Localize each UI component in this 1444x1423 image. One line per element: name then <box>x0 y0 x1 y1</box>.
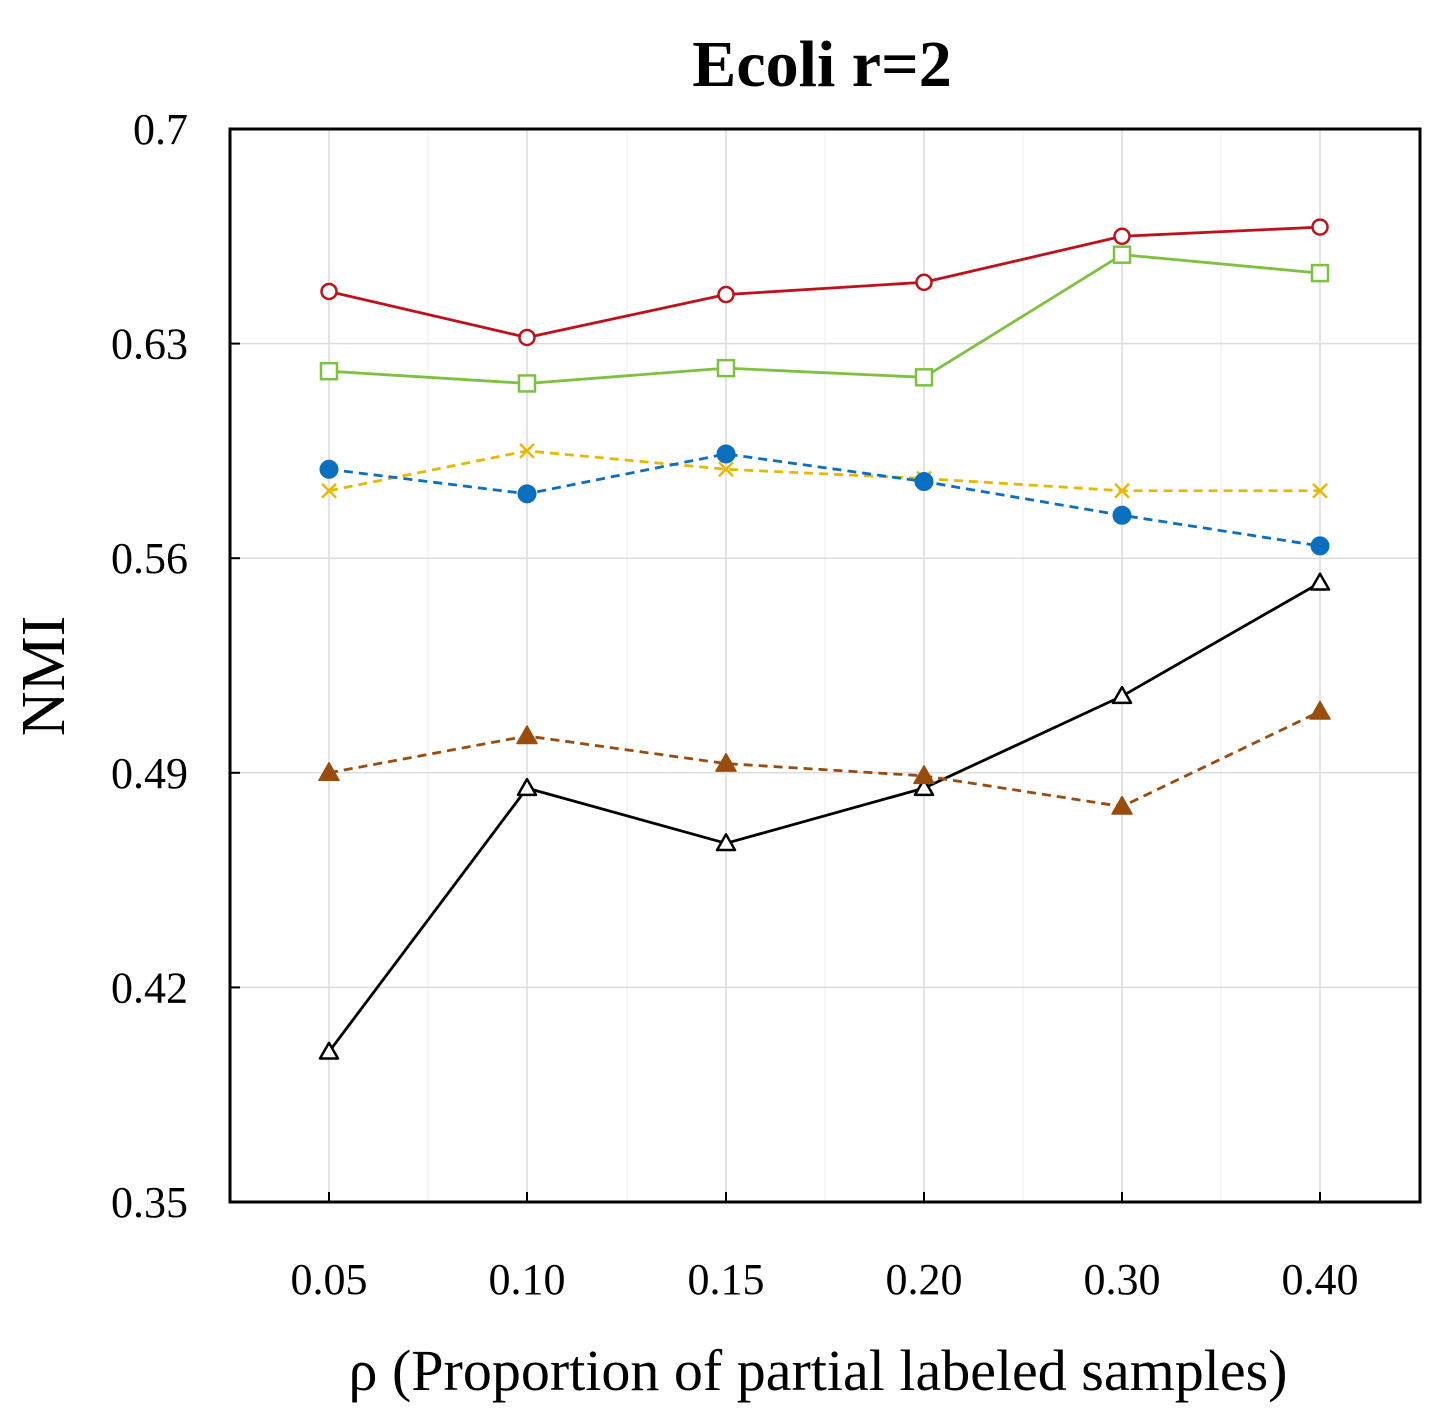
y-axis-ticks: 0.35 0.42 0.49 0.56 0.63 0.7 <box>111 105 240 1227</box>
y-tick-label: 0.42 <box>111 963 188 1012</box>
y-tick-label: 0.7 <box>133 105 188 154</box>
black-triangle-series-point <box>318 1041 340 1060</box>
y-tick-label: 0.63 <box>111 320 188 369</box>
yellow-x-series-point-stroke <box>1114 482 1130 499</box>
x-tick-label: 0.10 <box>489 1255 566 1304</box>
green-square-series-point <box>517 374 537 393</box>
blue-dot-series-point <box>716 444 736 464</box>
yellow-x-series-point <box>321 482 337 499</box>
x-axis-label: ρ (Proportion of partial labeled samples… <box>349 1338 1288 1403</box>
yellow-x-series-point-stroke <box>519 443 535 459</box>
x-tick-label: 0.20 <box>886 1255 963 1304</box>
yellow-x-series-point <box>1114 482 1130 499</box>
grid-lines <box>230 129 1420 1202</box>
red-circle-series-point <box>717 285 735 304</box>
y-tick-label: 0.56 <box>111 534 188 583</box>
chart-title: Ecoli r=2 <box>692 28 951 101</box>
green-square-series-point <box>1112 245 1132 264</box>
brown-triangle-series-line <box>328 710 1321 808</box>
blue-dot-series-line <box>328 452 1321 548</box>
green-square-series-point <box>716 358 736 378</box>
red-circle-series-point <box>1113 227 1131 246</box>
red-circle-series-point <box>320 282 338 301</box>
yellow-x-series-point-stroke <box>718 461 734 478</box>
x-tick-label: 0.15 <box>688 1255 765 1304</box>
blue-dot-series-point <box>1112 505 1132 525</box>
blue-dot-series-point <box>1310 536 1330 556</box>
brown-triangle-series-point <box>516 725 538 745</box>
marker-layer <box>318 218 1331 1060</box>
black-triangle-series-point <box>913 777 935 797</box>
x-tick-label: 0.05 <box>291 1255 368 1304</box>
blue-dot-series-point <box>517 484 537 504</box>
black-triangle-series-line <box>327 581 1321 1053</box>
y-axis-label: NMI <box>10 616 78 737</box>
black-triangle-series-point <box>715 833 737 852</box>
black-triangle-series-point <box>1111 685 1133 705</box>
green-square-series-point <box>319 361 339 381</box>
black-triangle-series-point <box>516 777 538 797</box>
x-axis-ticks: 0.05 0.10 0.15 0.20 0.30 0.40 <box>291 1192 1359 1304</box>
yellow-x-series-line <box>328 449 1320 493</box>
yellow-x-series-point <box>1312 482 1328 499</box>
y-tick-label: 0.35 <box>111 1178 188 1227</box>
brown-triangle-series-point <box>318 762 340 782</box>
red-circle-series-point <box>518 328 536 347</box>
yellow-x-series-point-stroke <box>321 482 337 499</box>
y-tick-label: 0.49 <box>111 749 188 798</box>
black-triangle-series-point <box>1309 572 1331 591</box>
red-circle-series-point <box>1311 218 1329 236</box>
red-circle-series-line <box>328 225 1321 339</box>
yellow-x-series-point <box>718 461 734 478</box>
blue-dot-series-point <box>319 459 339 479</box>
plot-frame <box>228 127 1422 1204</box>
series-layer <box>327 225 1321 1053</box>
yellow-x-series-point-stroke <box>1312 482 1328 499</box>
yellow-x-series-point <box>519 443 535 459</box>
brown-triangle-series-point <box>715 752 737 772</box>
blue-dot-series-point <box>914 472 934 492</box>
red-circle-series-point <box>915 273 933 292</box>
brown-triangle-series-point <box>1111 795 1133 815</box>
green-square-series-line <box>328 253 1321 385</box>
brown-triangle-series-point <box>913 765 935 785</box>
x-tick-label: 0.30 <box>1084 1255 1161 1304</box>
brown-triangle-series-point <box>1309 700 1331 720</box>
green-square-series-point <box>1310 263 1330 283</box>
x-tick-label: 0.40 <box>1282 1255 1359 1304</box>
green-square-series-point <box>914 368 934 387</box>
